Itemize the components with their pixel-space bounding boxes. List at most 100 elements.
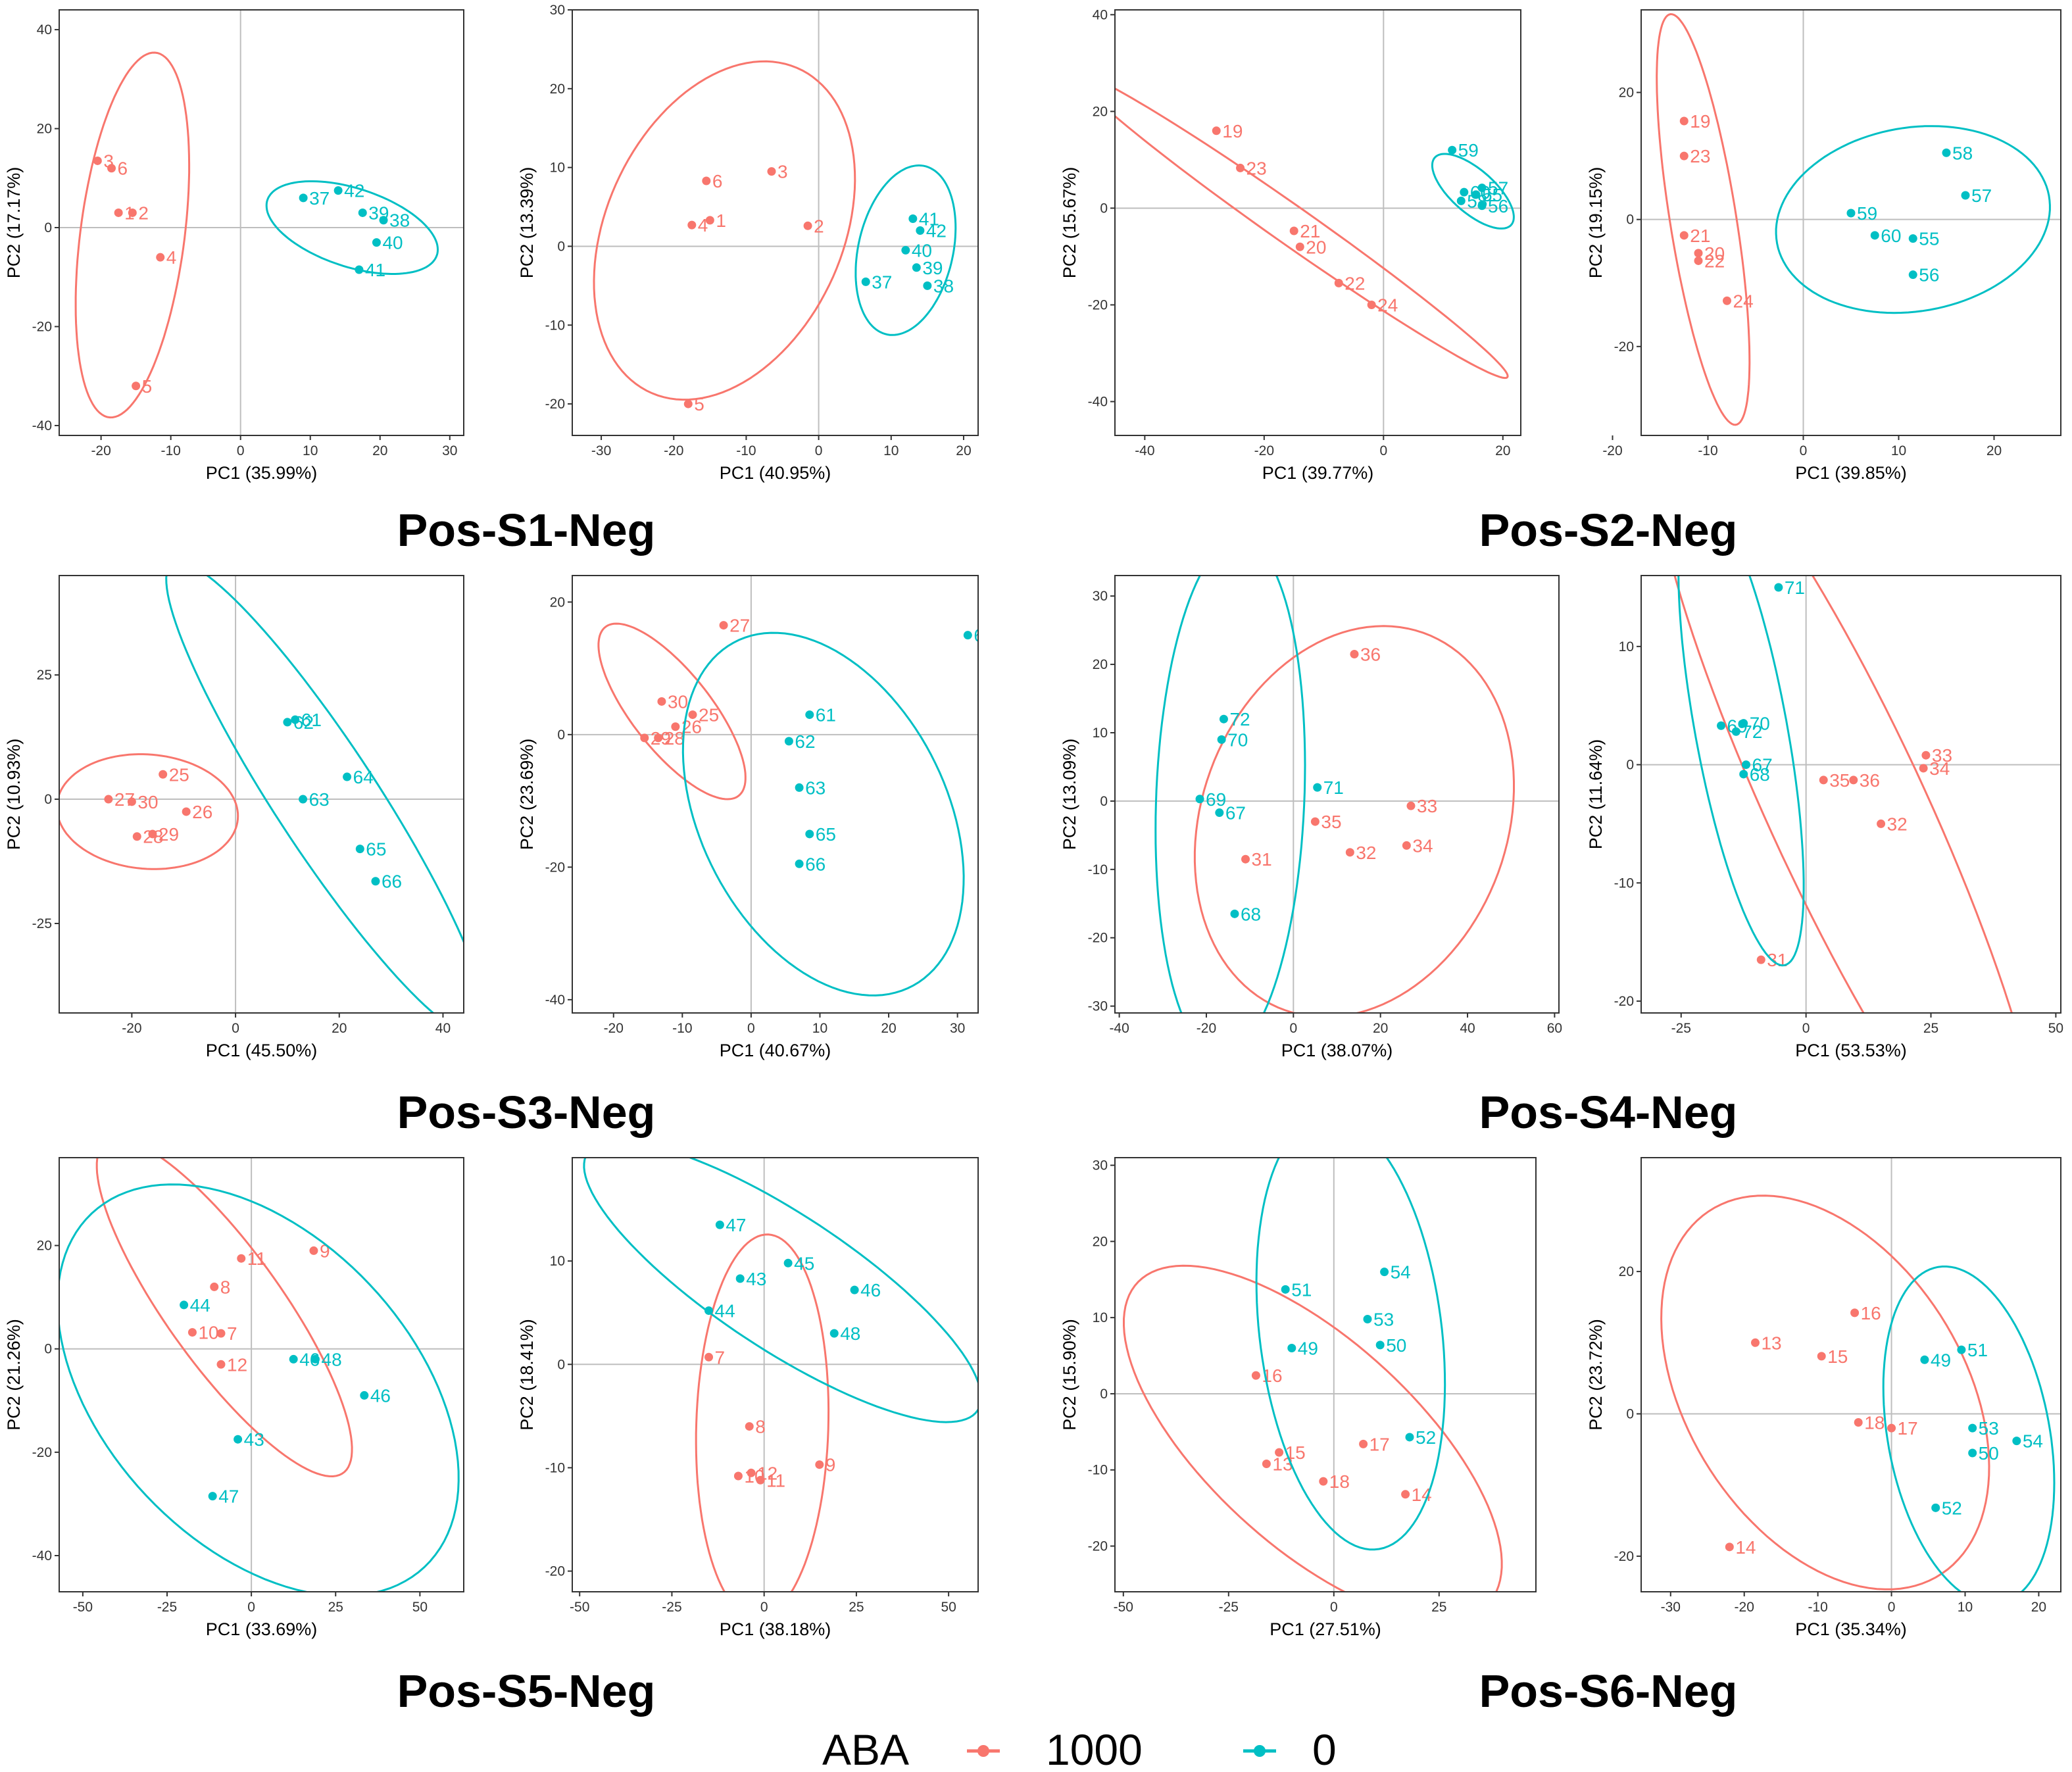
data-point [309,1246,318,1255]
data-point [916,226,925,235]
data-point [1380,1267,1389,1277]
data-point [719,621,728,630]
point-label: 61 [816,705,836,726]
x-tick-label: 10 [1891,443,1906,458]
plot-background [1115,10,1521,435]
data-point [908,214,918,224]
data-point [1460,187,1469,197]
data-point [93,156,102,165]
data-point [1850,1308,1860,1317]
x-axis-label: PC1 (38.07%) [1281,1041,1393,1060]
y-tick-label: 20 [1093,1234,1108,1249]
point-label: 41 [365,260,385,280]
point-label: 46 [370,1385,391,1406]
x-tick-label: -50 [1114,1600,1133,1615]
x-tick-label: -25 [662,1600,681,1615]
data-point [704,1352,714,1362]
data-point [1215,808,1224,818]
point-label: 26 [192,802,212,822]
data-point [654,733,663,743]
plot-area: 16 13 15 18 17 14 49 51 53 50 54 52 [1641,1158,2061,1592]
point-label: 10 [198,1323,218,1343]
x-tick-label: -25 [1219,1600,1239,1615]
y-tick-label: -20 [545,397,565,412]
y-axis-label: PC2 (19.15%) [1586,167,1606,279]
y-tick-label: -20 [545,860,565,875]
point-label: 62 [795,731,815,752]
point-label: 47 [726,1215,746,1235]
data-point [1968,1448,1977,1458]
confidence-ellipse-0 [1431,153,1515,230]
x-tick-label: -20 [664,443,683,458]
y-tick-label: 0 [44,792,52,807]
title-pos-s1-neg: Pos-S1-Neg [397,505,656,556]
data-point [127,797,136,806]
confidence-ellipse-0 [165,576,464,1013]
point-label: 4 [698,215,708,235]
point-label: 64 [353,767,374,787]
point-label: 31 [1767,950,1787,970]
point-label: 6 [974,626,984,646]
x-axis-label: PC1 (53.53%) [1795,1041,1907,1060]
x-tick-label: 0 [1330,1600,1338,1615]
x-axis-label: PC1 (27.51%) [1270,1619,1381,1639]
point-label: 67 [1225,803,1246,824]
point-label: 49 [1931,1350,1951,1370]
point-label: 63 [309,789,330,810]
y-tick-label: 20 [37,1239,52,1254]
y-tick-label: 30 [1093,589,1108,604]
point-label: 22 [1704,251,1725,271]
y-tick-label: 0 [1100,201,1108,216]
data-point [1236,163,1245,172]
point-label: 18 [1864,1412,1885,1433]
data-point [963,631,972,640]
data-point [289,1354,298,1364]
y-tick-label: 40 [1093,7,1108,22]
y-tick-label: -40 [32,1548,52,1563]
point-label: 70 [1227,729,1248,750]
x-tick-label: 0 [1379,443,1387,458]
point-label: 24 [1733,291,1754,311]
point-label: 24 [1377,295,1398,315]
confidence-ellipse-0 [854,164,957,336]
y-tick-label: 25 [37,668,52,683]
data-point [1219,714,1228,724]
point-label: 6 [118,159,128,179]
point-label: 11 [247,1248,266,1269]
y-axis-label: PC2 (17.17%) [4,167,24,279]
data-point [343,772,352,781]
point-label: 55 [1482,185,1502,205]
data-point [671,722,680,731]
y-tick-label: 0 [557,727,565,743]
x-tick-label: 50 [2048,1021,2063,1036]
confidence-ellipse-0 [1882,1266,2056,1592]
data-point [1295,242,1304,251]
data-point [1817,1352,1826,1361]
pca-panel-12: 16 13 15 18 17 14 49 51 53 50 54 52 -30 -20 -10 0 10 20 -2… [1586,1157,2061,1639]
x-tick-label: -40 [1109,1021,1129,1036]
panel-border [1114,575,1560,1014]
point-label: 60 [1881,226,1901,246]
confidence-ellipse-0 [265,180,439,275]
data-point [1908,270,1917,280]
x-tick-label: 20 [1495,443,1510,458]
point-label: 35 [1321,812,1341,832]
legend-label-0: 0 [1312,1725,1337,1772]
data-point [1739,719,1748,728]
data-point [1679,231,1689,240]
point-label: 33 [1932,745,1952,766]
point-label: 53 [1979,1418,1999,1439]
point-label: 48 [322,1349,342,1369]
x-tick-label: 20 [2031,1600,2046,1615]
data-point [1471,190,1481,199]
x-tick-label: 0 [237,443,245,458]
data-point [767,167,776,176]
data-point [104,795,113,804]
x-axis-label: PC1 (35.34%) [1795,1619,1907,1639]
data-point [1723,296,1731,305]
data-point [1334,278,1343,287]
point-label: 59 [1458,140,1479,160]
y-tick-label: 0 [1626,758,1634,773]
x-tick-label: 25 [1431,1600,1446,1615]
